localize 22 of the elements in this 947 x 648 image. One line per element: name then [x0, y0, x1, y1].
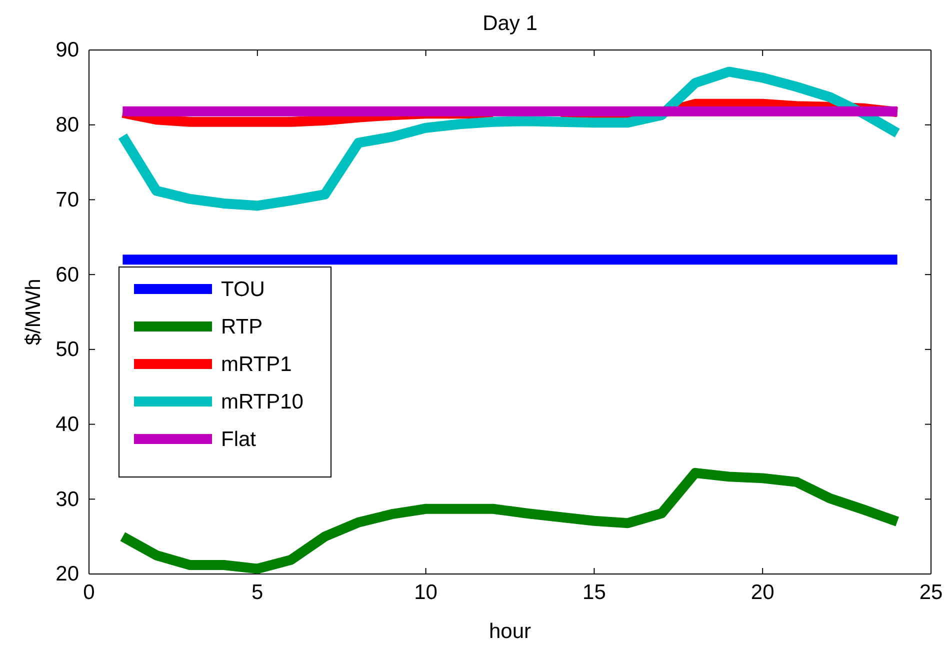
x-tick-label: 25 — [919, 580, 943, 604]
legend-label: mRTP10 — [221, 390, 304, 414]
y-axis-title: $/MWh — [22, 278, 45, 346]
y-tick-label: 90 — [56, 38, 79, 62]
x-tick-label: 5 — [252, 580, 264, 604]
y-tick-label: 80 — [56, 114, 79, 137]
x-axis-title: hour — [488, 620, 532, 643]
x-tick-label: 15 — [582, 580, 606, 604]
legend-label: mRTP1 — [221, 353, 292, 376]
x-tick-label: 20 — [750, 580, 774, 604]
legend-label: TOU — [221, 278, 265, 301]
legend-label: Flat — [221, 428, 256, 451]
y-tick-label: 50 — [56, 338, 79, 362]
legend-label: RTP — [221, 316, 263, 338]
y-tick-label: 40 — [56, 413, 79, 436]
y-tick-label: 20 — [56, 562, 79, 586]
y-tick-label: 70 — [56, 188, 79, 212]
y-tick-label: 30 — [56, 488, 79, 511]
x-tick-label: 0 — [83, 580, 95, 604]
y-tick-label: 60 — [56, 263, 79, 286]
chart-title: Day 1 — [482, 12, 538, 35]
x-tick-label: 10 — [414, 580, 438, 604]
